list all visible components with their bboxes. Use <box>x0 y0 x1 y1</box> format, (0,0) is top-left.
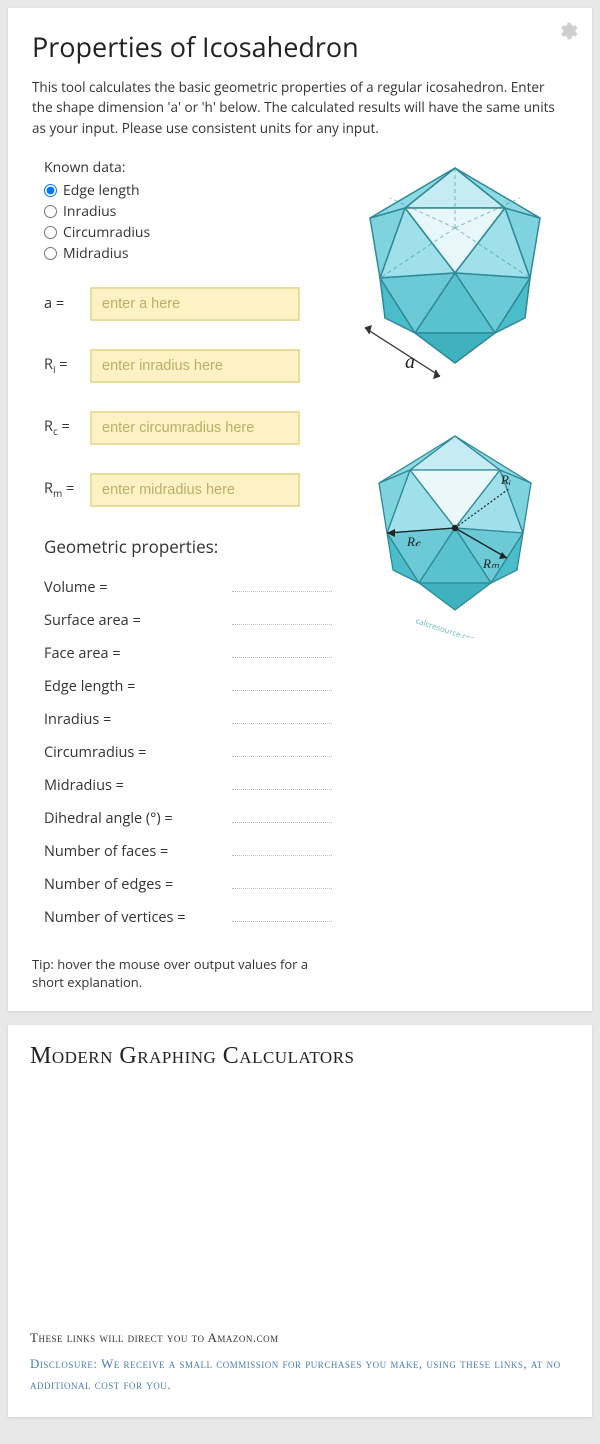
property-value <box>232 612 332 625</box>
radio-label: Edge length <box>63 181 140 200</box>
property-value <box>232 810 332 823</box>
property-row: Number of edges = <box>32 869 332 900</box>
rc-label: R𝒸 <box>406 534 421 549</box>
input-label: a = <box>44 294 90 313</box>
input-row: Rm = <box>44 473 332 507</box>
geometric-properties-header: Geometric properties: <box>44 535 332 558</box>
radio-input[interactable] <box>44 184 57 197</box>
property-row: Face area = <box>32 638 332 669</box>
watermark: calcresource.com <box>414 615 479 638</box>
properties-list: Volume =Surface area =Face area =Edge le… <box>32 572 332 933</box>
property-value <box>232 711 332 724</box>
property-row: Inradius = <box>32 704 332 735</box>
radio-option-midradius[interactable]: Midradius <box>44 244 332 263</box>
property-row: Number of faces = <box>32 836 332 867</box>
radio-label: Circumradius <box>63 223 150 242</box>
radio-label: Inradius <box>63 202 116 221</box>
property-label: Edge length = <box>32 671 232 702</box>
property-label: Number of faces = <box>32 836 232 867</box>
known-data-radio-group: Edge length Inradius Circumradius Midradius <box>44 181 332 263</box>
radio-option-circumradius[interactable]: Circumradius <box>44 223 332 242</box>
rm-label: Rₘ <box>482 556 500 571</box>
edge-a-input[interactable] <box>90 287 300 321</box>
property-label: Face area = <box>32 638 232 669</box>
property-value <box>232 843 332 856</box>
property-value <box>232 777 332 790</box>
property-label: Number of edges = <box>32 869 232 900</box>
ri-label: Rᵢ <box>500 472 511 487</box>
property-label: Dihedral angle (°) = <box>32 803 232 834</box>
icosahedron-edge-diagram: a <box>345 158 565 388</box>
property-row: Dihedral angle (°) = <box>32 803 332 834</box>
property-row: Midradius = <box>32 770 332 801</box>
inradius-input[interactable] <box>90 349 300 383</box>
input-label: Rc = <box>44 417 90 438</box>
property-value <box>232 909 332 922</box>
property-label: Inradius = <box>32 704 232 735</box>
radio-option-inradius[interactable]: Inradius <box>44 202 332 221</box>
gear-icon[interactable] <box>556 20 578 47</box>
affiliate-heading: Modern Graphing Calculators <box>30 1043 570 1070</box>
property-label: Circumradius = <box>32 737 232 768</box>
calculator-panel: Properties of Icosahedron This tool calc… <box>8 8 592 1011</box>
radio-input[interactable] <box>44 226 57 239</box>
property-row: Surface area = <box>32 605 332 636</box>
radio-input[interactable] <box>44 205 57 218</box>
property-row: Circumradius = <box>32 737 332 768</box>
property-label: Midradius = <box>32 770 232 801</box>
icosahedron-radii-diagram: Rᵢ R𝒸 Rₘ calcresource.com <box>355 428 555 638</box>
input-fields: a = Ri = Rc = Rm = <box>44 287 332 507</box>
input-label: Rm = <box>44 479 90 500</box>
property-row: Edge length = <box>32 671 332 702</box>
property-value <box>232 579 332 592</box>
property-row: Volume = <box>32 572 332 603</box>
amazon-note: These links will direct you to Amazon.co… <box>30 1330 570 1346</box>
midradius-input[interactable] <box>90 473 300 507</box>
input-row: Rc = <box>44 411 332 445</box>
property-value <box>232 876 332 889</box>
tip-text: Tip: hover the mouse over output values … <box>32 955 332 991</box>
circumradius-input[interactable] <box>90 411 300 445</box>
radio-option-edge-length[interactable]: Edge length <box>44 181 332 200</box>
property-value <box>232 678 332 691</box>
disclosure-link[interactable]: Disclosure: We receive a small commissio… <box>30 1354 570 1396</box>
radio-label: Midradius <box>63 244 129 263</box>
property-row: Number of vertices = <box>32 902 332 933</box>
property-label: Surface area = <box>32 605 232 636</box>
input-label: Ri = <box>44 355 90 376</box>
property-value <box>232 645 332 658</box>
intro-text: This tool calculates the basic geometric… <box>32 77 568 138</box>
affiliate-panel: Modern Graphing Calculators These links … <box>8 1025 592 1418</box>
page-title: Properties of Icosahedron <box>32 28 568 65</box>
edge-label-a: a <box>405 351 415 373</box>
known-data-label: Known data: <box>44 158 332 177</box>
property-value <box>232 744 332 757</box>
radio-input[interactable] <box>44 247 57 260</box>
property-label: Number of vertices = <box>32 902 232 933</box>
input-row: a = <box>44 287 332 321</box>
input-row: Ri = <box>44 349 332 383</box>
property-label: Volume = <box>32 572 232 603</box>
